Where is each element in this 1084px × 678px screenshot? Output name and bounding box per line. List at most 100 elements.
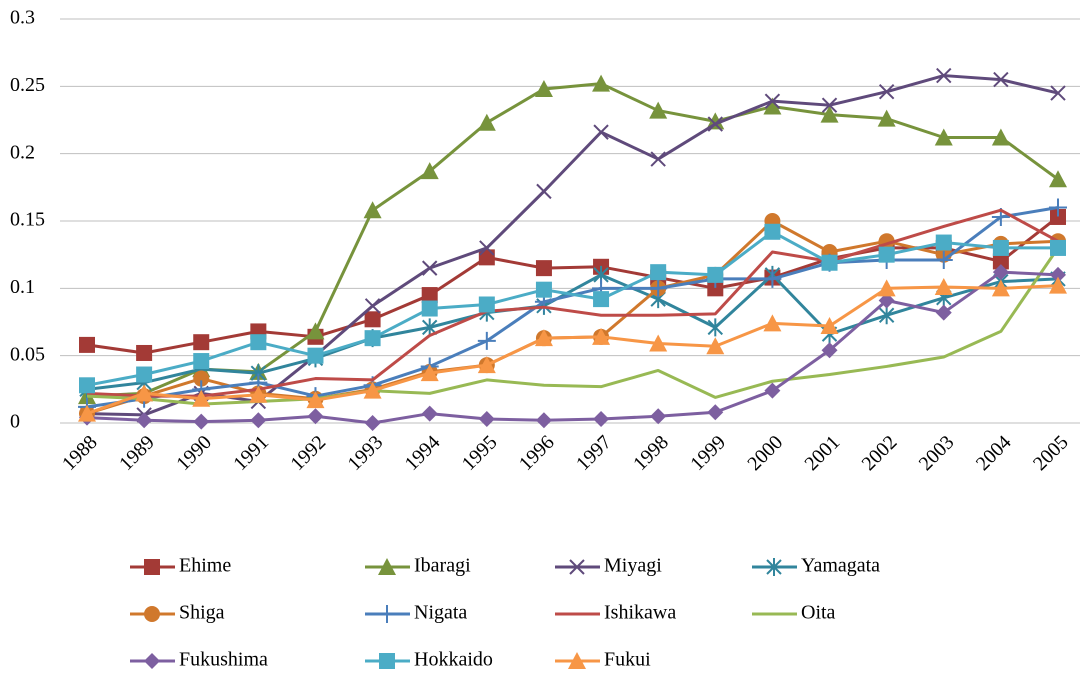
marker	[421, 260, 438, 276]
marker	[535, 412, 552, 429]
marker	[535, 281, 552, 298]
marker	[993, 71, 1009, 88]
marker	[1050, 85, 1066, 101]
marker	[136, 344, 153, 361]
marker	[535, 260, 552, 277]
x-tick-label: 1999	[686, 431, 730, 475]
marker	[534, 80, 553, 98]
marker	[136, 366, 153, 383]
marker	[477, 113, 496, 131]
marker	[193, 353, 210, 370]
marker	[934, 251, 953, 270]
marker	[878, 292, 895, 309]
x-tick-label: 1988	[58, 431, 102, 475]
x-tick-label: 1993	[344, 431, 388, 475]
marker	[363, 201, 382, 219]
marker	[649, 334, 668, 352]
legend-marker	[379, 653, 395, 669]
series-line	[86, 247, 1060, 406]
marker	[306, 391, 325, 409]
y-tick-label: 0.2	[10, 141, 35, 163]
marker	[820, 105, 839, 123]
legend-label: Ibaragi	[414, 555, 471, 577]
marker	[193, 370, 210, 387]
x-tick-label: 1995	[458, 431, 502, 475]
marker	[250, 412, 267, 429]
x-tick-label: 2004	[972, 431, 1016, 475]
marker	[193, 413, 210, 430]
marker	[763, 314, 782, 332]
y-tick-label: 0.3	[10, 7, 35, 29]
legend-label: Oita	[801, 602, 836, 624]
series-line	[86, 215, 1059, 355]
marker	[764, 223, 781, 240]
marker	[421, 405, 438, 422]
legend-label: Shiga	[179, 602, 225, 624]
marker	[477, 356, 496, 374]
y-tick-label: 0	[10, 411, 20, 433]
marker	[935, 234, 952, 251]
series-line	[86, 284, 1059, 415]
marker	[650, 408, 667, 425]
marker	[763, 97, 782, 115]
marker	[1050, 266, 1066, 283]
legend-marker	[144, 559, 160, 575]
marker	[477, 331, 496, 350]
legend-label: Yamagata	[801, 555, 880, 577]
marker	[650, 151, 666, 167]
legend-marker	[569, 559, 585, 575]
marker	[364, 298, 381, 314]
marker	[992, 239, 1009, 256]
series-line	[86, 270, 1059, 425]
marker	[421, 287, 438, 304]
marker	[1050, 208, 1066, 225]
legend-label: Hokkaido	[414, 649, 493, 671]
x-tick-label: 1996	[515, 431, 559, 475]
legend-label: Ishikawa	[604, 602, 676, 624]
marker	[136, 412, 153, 429]
x-tick-label: 1990	[172, 431, 216, 475]
marker	[534, 329, 553, 347]
marker	[79, 336, 95, 353]
marker	[821, 97, 838, 113]
marker	[707, 116, 724, 132]
series-line	[86, 74, 1059, 417]
marker	[878, 246, 895, 263]
marker	[79, 377, 95, 394]
marker	[1050, 239, 1066, 256]
marker	[307, 347, 324, 364]
marker	[991, 128, 1010, 146]
marker	[364, 311, 381, 328]
marker	[992, 264, 1009, 281]
legend-marker	[144, 606, 160, 622]
marker	[936, 67, 952, 84]
marker	[764, 93, 781, 109]
legend-marker	[568, 652, 586, 669]
marker	[420, 162, 439, 180]
marker	[364, 415, 381, 431]
marker	[706, 337, 725, 355]
marker	[1049, 276, 1067, 294]
legend-marker	[378, 605, 396, 623]
x-tick-label: 1994	[401, 431, 445, 475]
x-tick-label: 1998	[629, 431, 673, 475]
marker	[593, 124, 609, 140]
marker	[991, 279, 1010, 297]
series-line	[86, 208, 1059, 398]
marker	[307, 408, 324, 425]
y-tick-label: 0.1	[10, 276, 35, 298]
marker	[306, 322, 325, 340]
marker	[250, 334, 267, 351]
marker	[593, 291, 610, 308]
marker	[421, 300, 438, 317]
marker	[821, 342, 838, 359]
y-tick-label: 0.05	[10, 343, 45, 365]
marker	[192, 389, 211, 407]
legend-marker	[378, 558, 396, 575]
marker	[821, 254, 838, 271]
marker	[764, 382, 781, 399]
series-line	[86, 230, 1058, 387]
marker	[592, 327, 611, 345]
x-tick-label: 2000	[743, 431, 787, 475]
marker	[877, 109, 896, 127]
